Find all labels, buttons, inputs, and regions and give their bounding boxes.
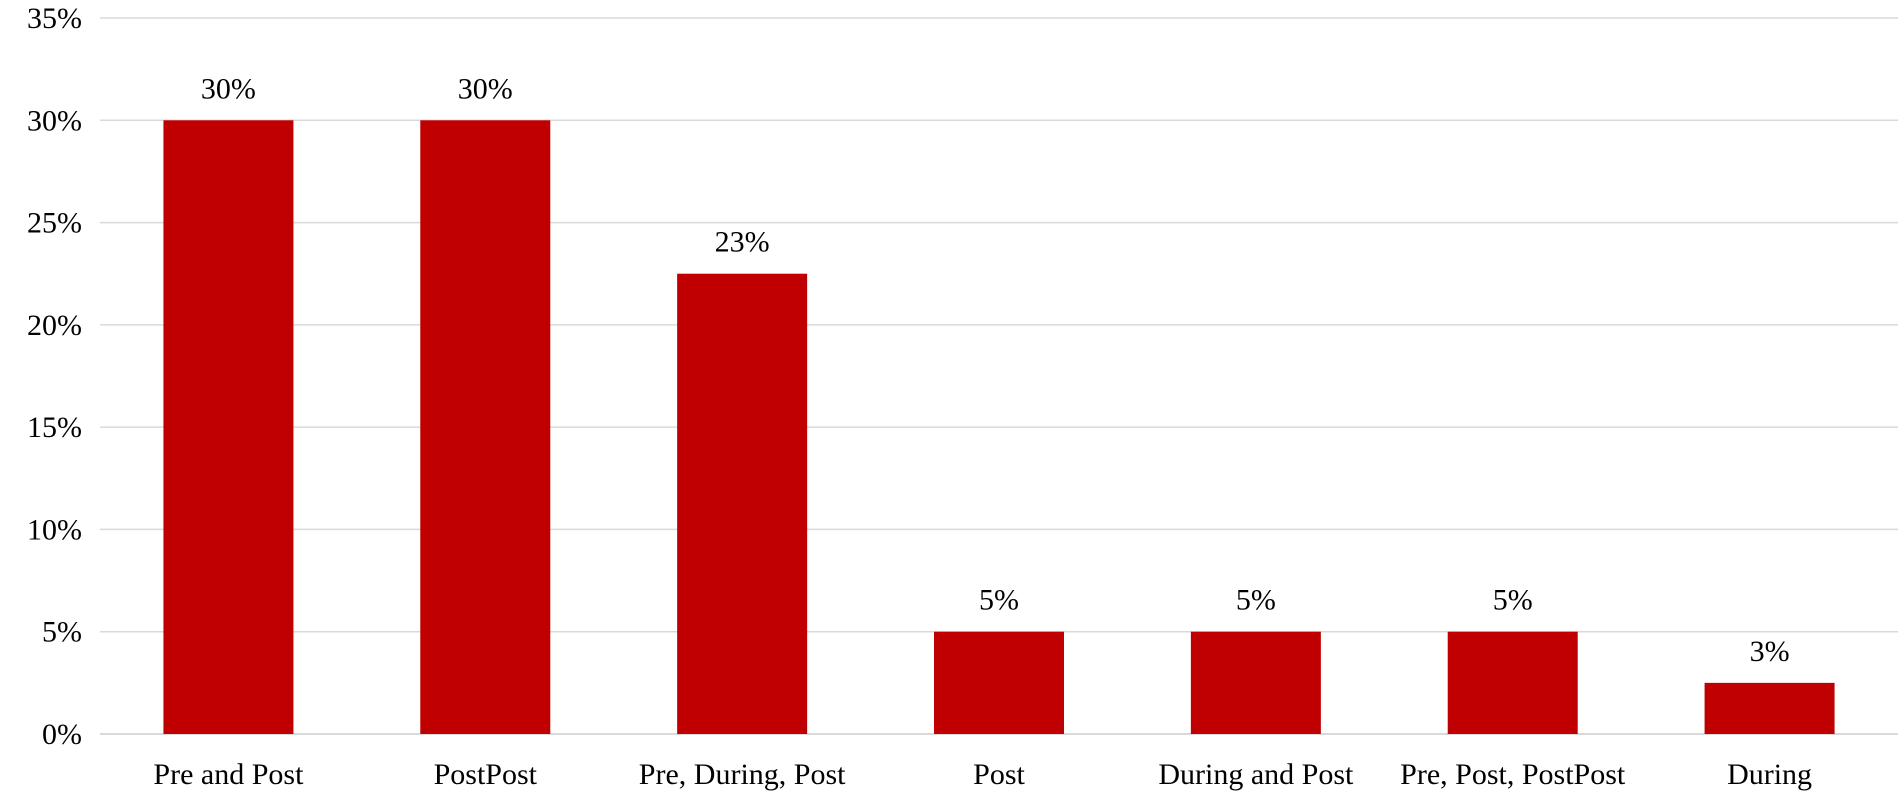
bar	[934, 631, 1064, 734]
bar	[1704, 682, 1835, 734]
y-tick-label: 0%	[42, 718, 82, 751]
y-tick-label: 30%	[27, 104, 82, 137]
data-label: 30%	[458, 72, 513, 105]
bar	[163, 120, 294, 735]
category-label: Pre, Post, PostPost	[1400, 758, 1626, 791]
x-axis-categories: Pre and Post PostPost Pre, During, Post Pos…	[153, 758, 1812, 791]
data-label: 3%	[1750, 635, 1790, 668]
category-label: PostPost	[434, 758, 538, 791]
data-labels: 30% 30% 23% 5% 5% 5% 3%	[201, 72, 1790, 668]
y-tick-label: 15%	[27, 411, 82, 444]
data-label: 5%	[1236, 584, 1276, 617]
data-label: 30%	[201, 72, 256, 105]
y-tick-label: 20%	[27, 309, 82, 342]
y-axis-ticks: 0% 5% 10% 15% 20% 25% 30% 35%	[27, 2, 82, 751]
category-label: During	[1727, 758, 1812, 791]
y-tick-label: 35%	[27, 2, 82, 35]
bars	[163, 120, 1835, 735]
bar	[1447, 631, 1578, 734]
bar	[677, 273, 808, 734]
data-label: 5%	[1493, 584, 1533, 617]
y-tick-label: 5%	[42, 616, 82, 649]
y-tick-label: 10%	[27, 513, 82, 546]
category-label: Pre, During, Post	[639, 758, 846, 791]
bar	[420, 120, 551, 735]
category-label: Post	[973, 758, 1025, 791]
y-tick-label: 25%	[27, 207, 82, 240]
bar	[1190, 631, 1321, 734]
data-label: 23%	[715, 226, 770, 259]
category-label: Pre and Post	[153, 758, 304, 791]
category-label: During and Post	[1158, 758, 1354, 791]
data-label: 5%	[979, 584, 1019, 617]
gridlines	[100, 17, 1898, 735]
